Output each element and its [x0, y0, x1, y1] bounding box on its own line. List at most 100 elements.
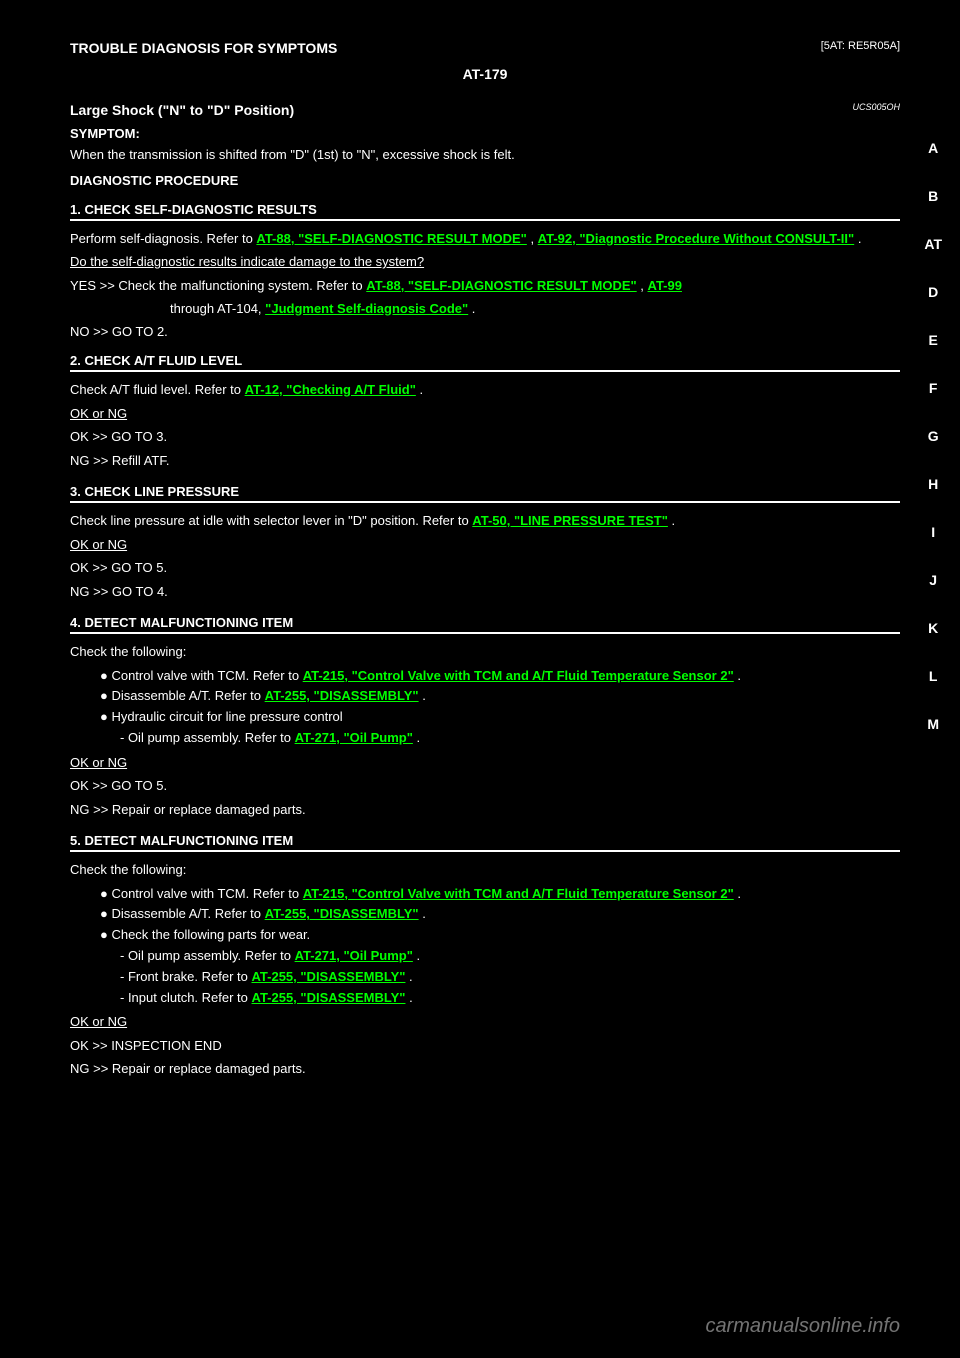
- step-3-header: 3. CHECK LINE PRESSURE: [70, 484, 900, 503]
- section-code: UCS005OH: [852, 102, 900, 112]
- link-at255a[interactable]: AT-255, "DISASSEMBLY": [265, 688, 419, 703]
- s3-ng: NG >> GO TO 4.: [70, 582, 900, 602]
- s4-sub1: - Oil pump assembly. Refer to AT-271, "O…: [120, 728, 900, 749]
- step-3-title: CHECK LINE PRESSURE: [84, 484, 239, 499]
- step-2-num: 2.: [70, 353, 81, 368]
- page-number: AT-179: [70, 66, 900, 82]
- header-right: [5AT: RE5R05A]: [821, 40, 900, 56]
- s5-sub1-post: .: [413, 948, 420, 963]
- s5-b1: ● Control valve with TCM. Refer to AT-21…: [100, 884, 900, 905]
- s5-b3: ● Check the following parts for wear.: [100, 925, 900, 946]
- diag-label: DIAGNOSTIC PROCEDURE: [70, 173, 900, 188]
- s5-sub2: - Front brake. Refer to AT-255, "DISASSE…: [120, 967, 900, 988]
- link-at215[interactable]: AT-215, "Control Valve with TCM and A/T …: [303, 668, 734, 683]
- s4-ok: OK >> GO TO 5.: [70, 776, 900, 796]
- s5-sub3: - Input clutch. Refer to AT-255, "DISASS…: [120, 988, 900, 1009]
- s5-sub1-pre: - Oil pump assembly. Refer to: [120, 948, 295, 963]
- step-5-num: 5.: [70, 833, 81, 848]
- s1-yes-pre: YES >> Check the malfunctioning system. …: [70, 278, 366, 293]
- tab-d[interactable]: D: [928, 284, 938, 300]
- s4-b3: ● Hydraulic circuit for line pressure co…: [100, 707, 900, 728]
- tab-f[interactable]: F: [929, 380, 938, 396]
- s4-b1-pre: ● Control valve with TCM. Refer to: [100, 668, 303, 683]
- s5-sub2-post: .: [405, 969, 412, 984]
- s5-line1: Check the following:: [70, 860, 900, 880]
- s4-ng: NG >> Repair or replace damaged parts.: [70, 800, 900, 820]
- s2-body: Check A/T fluid level. Refer to AT-12, "…: [70, 380, 900, 400]
- link-at215b[interactable]: AT-215, "Control Valve with TCM and A/T …: [303, 886, 734, 901]
- tab-g[interactable]: G: [928, 428, 939, 444]
- s3-body: Check line pressure at idle with selecto…: [70, 511, 900, 531]
- s4-b2-pre: ● Disassemble A/T. Refer to: [100, 688, 265, 703]
- s1-mid: ,: [527, 231, 538, 246]
- link-at12[interactable]: AT-12, "Checking A/T Fluid": [245, 382, 416, 397]
- link-at255d[interactable]: AT-255, "DISASSEMBLY": [252, 990, 406, 1005]
- s4-b1: ● Control valve with TCM. Refer to AT-21…: [100, 666, 900, 687]
- step-1-num: 1.: [70, 202, 81, 217]
- s1-yi-pre: through AT-104,: [170, 301, 265, 316]
- link-at92[interactable]: AT-92, "Diagnostic Procedure Without CON…: [538, 231, 855, 246]
- s5-b2-post: .: [419, 906, 426, 921]
- s4-b2: ● Disassemble A/T. Refer to AT-255, "DIS…: [100, 686, 900, 707]
- step-3-num: 3.: [70, 484, 81, 499]
- s2-q: OK or NG: [70, 404, 900, 424]
- header-left: TROUBLE DIAGNOSIS FOR SYMPTOMS: [70, 40, 337, 56]
- symptom-label: SYMPTOM:: [70, 126, 900, 141]
- tab-k[interactable]: K: [928, 620, 938, 636]
- link-at255b[interactable]: AT-255, "DISASSEMBLY": [265, 906, 419, 921]
- s4-q: OK or NG: [70, 753, 900, 773]
- step-4-title: DETECT MALFUNCTIONING ITEM: [84, 615, 293, 630]
- link-at99[interactable]: AT-99: [648, 278, 682, 293]
- s2-post: .: [416, 382, 423, 397]
- s1-post: .: [854, 231, 861, 246]
- s1-yi-post: .: [468, 301, 475, 316]
- s2-pre: Check A/T fluid level. Refer to: [70, 382, 245, 397]
- step-5-header: 5. DETECT MALFUNCTIONING ITEM: [70, 833, 900, 852]
- s5-ok: OK >> INSPECTION END: [70, 1036, 900, 1056]
- s5-sub1: - Oil pump assembly. Refer to AT-271, "O…: [120, 946, 900, 967]
- link-judgment[interactable]: "Judgment Self-diagnosis Code": [265, 301, 468, 316]
- step-1-title: CHECK SELF-DIAGNOSTIC RESULTS: [84, 202, 316, 217]
- step-4-header: 4. DETECT MALFUNCTIONING ITEM: [70, 615, 900, 634]
- s1-no: NO >> GO TO 2.: [70, 324, 900, 339]
- s5-sub3-post: .: [405, 990, 412, 1005]
- tab-i[interactable]: I: [931, 524, 935, 540]
- step-2-header: 2. CHECK A/T FLUID LEVEL: [70, 353, 900, 372]
- link-at50[interactable]: AT-50, "LINE PRESSURE TEST": [472, 513, 668, 528]
- s5-q: OK or NG: [70, 1012, 900, 1032]
- s5-sub2-pre: - Front brake. Refer to: [120, 969, 252, 984]
- s2-ok: OK >> GO TO 3.: [70, 427, 900, 447]
- s4-b1-post: .: [734, 668, 741, 683]
- tab-b[interactable]: B: [928, 188, 938, 204]
- s1-question: Do the self-diagnostic results indicate …: [70, 252, 900, 272]
- tab-l[interactable]: L: [929, 668, 938, 684]
- s5-b2-pre: ● Disassemble A/T. Refer to: [100, 906, 265, 921]
- tab-j[interactable]: J: [929, 572, 937, 588]
- step-4-num: 4.: [70, 615, 81, 630]
- tab-a[interactable]: A: [928, 140, 938, 156]
- step-5-title: DETECT MALFUNCTIONING ITEM: [84, 833, 293, 848]
- s5-b2: ● Disassemble A/T. Refer to AT-255, "DIS…: [100, 904, 900, 925]
- s1-yes: YES >> Check the malfunctioning system. …: [70, 278, 900, 293]
- tab-m[interactable]: M: [927, 716, 939, 732]
- link-at271[interactable]: AT-271, "Oil Pump": [295, 730, 413, 745]
- link-at255c[interactable]: AT-255, "DISASSEMBLY": [252, 969, 406, 984]
- s1-yes-indent: through AT-104, "Judgment Self-diagnosis…: [170, 299, 900, 319]
- tab-h[interactable]: H: [928, 476, 938, 492]
- s4-b2-post: .: [419, 688, 426, 703]
- s3-pre: Check line pressure at idle with selecto…: [70, 513, 472, 528]
- link-at88b[interactable]: AT-88, "SELF-DIAGNOSTIC RESULT MODE": [366, 278, 636, 293]
- s4-sub1-post: .: [413, 730, 420, 745]
- s5-b1-pre: ● Control valve with TCM. Refer to: [100, 886, 303, 901]
- link-at271b[interactable]: AT-271, "Oil Pump": [295, 948, 413, 963]
- watermark: carmanualsonline.info: [705, 1315, 900, 1338]
- tab-at[interactable]: AT: [924, 236, 942, 252]
- s5-b1-post: .: [734, 886, 741, 901]
- section-title: Large Shock ("N" to "D" Position): [70, 102, 294, 118]
- step-1-header: 1. CHECK SELF-DIAGNOSTIC RESULTS: [70, 202, 900, 221]
- s1-pre: Perform self-diagnosis. Refer to: [70, 231, 256, 246]
- tab-e[interactable]: E: [929, 332, 938, 348]
- step-2-title: CHECK A/T FLUID LEVEL: [84, 353, 242, 368]
- s2-ng: NG >> Refill ATF.: [70, 451, 900, 471]
- link-at88[interactable]: AT-88, "SELF-DIAGNOSTIC RESULT MODE": [256, 231, 526, 246]
